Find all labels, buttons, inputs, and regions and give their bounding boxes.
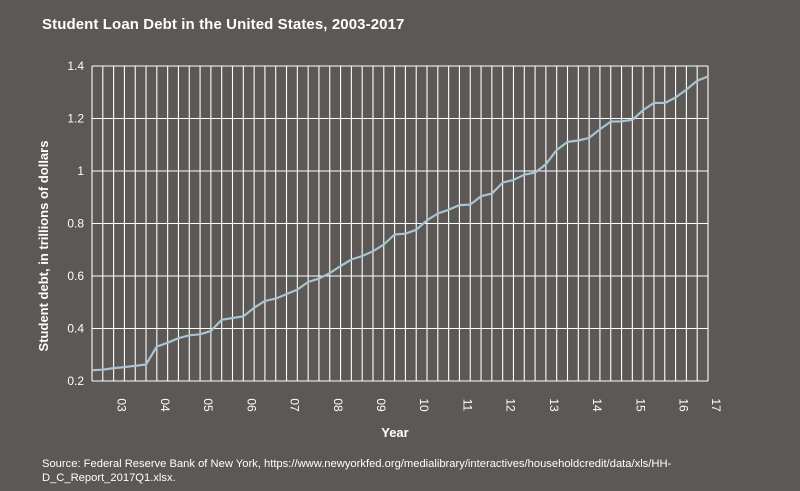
series-layer <box>91 75 709 372</box>
x-tick-label: 06 <box>244 398 258 412</box>
y-axis-label: Student debt, in trillions of dollars <box>36 141 51 352</box>
y-tick-label: 0.8 <box>67 217 84 231</box>
y-tick-label: 0.2 <box>67 374 84 388</box>
y-tick-label: 0.6 <box>67 269 84 283</box>
x-tick-label: 15 <box>633 398 647 412</box>
x-tick-label: 14 <box>590 398 604 412</box>
x-tick-label: 09 <box>374 398 388 412</box>
gridlines <box>91 65 709 382</box>
x-axis-label: Year <box>381 425 408 440</box>
source-note: Source: Federal Reserve Bank of New York… <box>42 458 672 484</box>
x-axis-ticks: 03 04 05 06 07 08 09 10 11 12 13 14 15 16 17 <box>115 398 723 412</box>
x-tick-label: 12 <box>504 398 518 412</box>
y-axis-ticks: 0.2 0.4 0.6 0.8 1 1.2 1.4 <box>67 59 84 388</box>
chart-title: Student Loan Debt in the United States, … <box>42 16 405 33</box>
x-tick-label: 08 <box>331 398 345 412</box>
series-line <box>91 75 709 372</box>
y-tick-label: 1 <box>77 164 84 178</box>
x-tick-label: 13 <box>547 398 561 412</box>
x-tick-label: 04 <box>158 398 172 412</box>
x-tick-label: 05 <box>201 398 215 412</box>
y-tick-label: 1.4 <box>67 59 84 73</box>
x-tick-label: 16 <box>677 398 691 412</box>
x-tick-label: 11 <box>460 399 474 412</box>
y-tick-label: 0.4 <box>67 322 84 336</box>
x-tick-label: 03 <box>115 398 129 412</box>
x-tick-label: 10 <box>417 398 431 412</box>
x-tick-label: 17 <box>709 398 723 412</box>
y-tick-label: 1.2 <box>67 112 84 126</box>
x-tick-label: 07 <box>288 398 302 412</box>
